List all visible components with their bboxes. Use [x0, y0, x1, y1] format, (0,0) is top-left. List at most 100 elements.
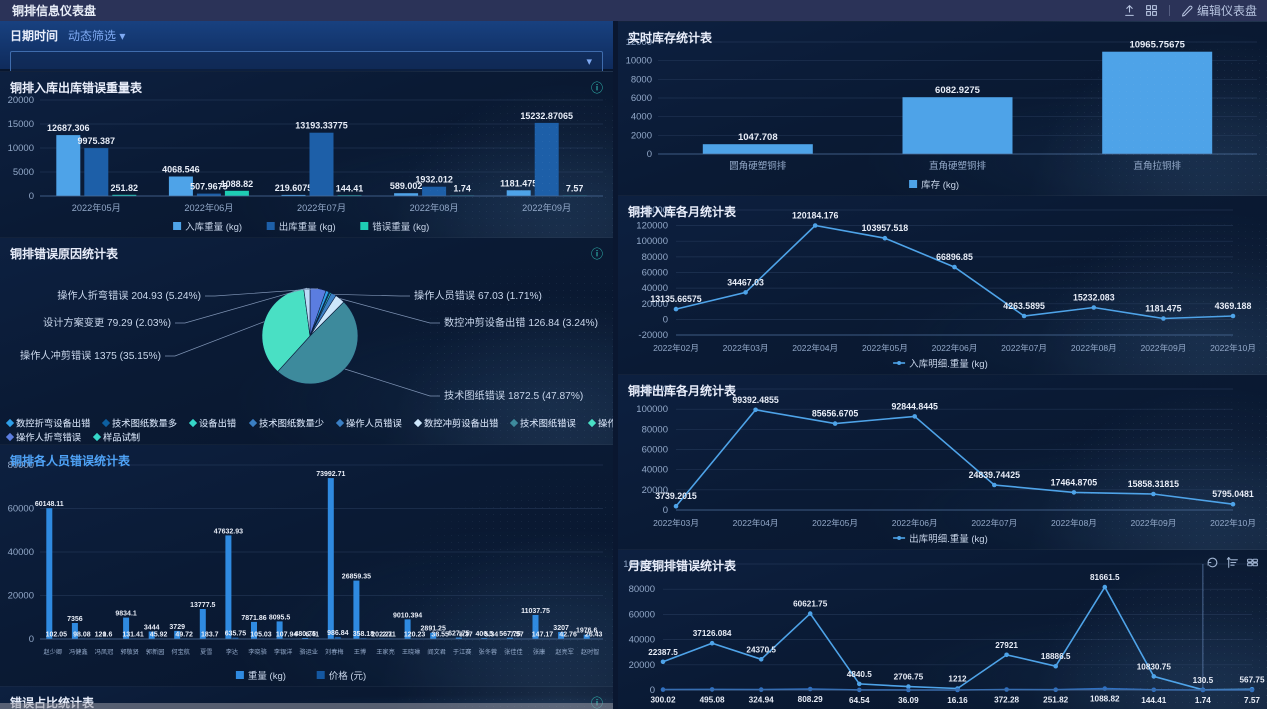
- svg-text:3444: 3444: [144, 625, 160, 632]
- svg-text:34467.03: 34467.03: [727, 277, 764, 287]
- svg-text:100000: 100000: [636, 404, 668, 415]
- svg-text:1.74: 1.74: [453, 184, 471, 194]
- svg-text:130.5: 130.5: [1193, 676, 1214, 685]
- svg-text:技术图纸数量少: 技术图纸数量少: [259, 418, 324, 429]
- svg-text:直角拉铜排: 直角拉铜排: [1133, 160, 1181, 172]
- svg-text:60000: 60000: [642, 445, 668, 456]
- svg-text:9010.394: 9010.394: [393, 612, 422, 619]
- svg-text:2022年09月: 2022年09月: [1140, 342, 1186, 353]
- svg-text:40000: 40000: [642, 465, 668, 476]
- svg-text:李银洋: 李银洋: [274, 648, 293, 656]
- svg-text:操作人折弯错误 204.93 (5.24%): 操作人折弯错误 204.93 (5.24%): [57, 289, 201, 302]
- svg-text:出库重量 (kg): 出库重量 (kg): [279, 221, 336, 233]
- svg-text:105.03: 105.03: [250, 632, 272, 639]
- svg-text:80000: 80000: [642, 252, 668, 263]
- svg-text:2022年07月: 2022年07月: [1001, 342, 1047, 353]
- svg-text:40000: 40000: [8, 547, 34, 558]
- svg-text:1.6: 1.6: [103, 632, 113, 639]
- svg-text:入库明细.重量 (kg): 入库明细.重量 (kg): [909, 358, 988, 370]
- svg-text:0: 0: [29, 634, 34, 645]
- svg-text:库存 (kg): 库存 (kg): [921, 179, 959, 191]
- svg-text:1047.708: 1047.708: [738, 132, 778, 143]
- svg-text:2022年10月: 2022年10月: [1210, 517, 1256, 528]
- svg-text:操作人员错误 67.03 (1.71%): 操作人员错误 67.03 (1.71%): [414, 289, 542, 302]
- svg-text:131.41: 131.41: [122, 632, 144, 639]
- svg-text:7871.86: 7871.86: [241, 615, 266, 622]
- svg-text:64.54: 64.54: [849, 696, 870, 705]
- svg-text:635.75: 635.75: [225, 631, 247, 638]
- svg-text:10000: 10000: [8, 143, 34, 154]
- svg-text:147.17: 147.17: [532, 632, 554, 639]
- svg-text:15232.87065: 15232.87065: [520, 111, 573, 121]
- svg-text:37126.084: 37126.084: [693, 629, 732, 638]
- svg-text:60000: 60000: [642, 268, 668, 279]
- svg-text:18886.5: 18886.5: [1041, 652, 1071, 661]
- svg-text:2022年03月: 2022年03月: [723, 342, 769, 353]
- svg-text:4000: 4000: [631, 112, 652, 123]
- svg-text:1181.475: 1181.475: [500, 178, 537, 188]
- svg-text:操作人折弯错误: 操作人折弯错误: [16, 432, 81, 443]
- svg-text:6000: 6000: [631, 93, 652, 104]
- svg-text:92844.8445: 92844.8445: [891, 401, 938, 411]
- svg-text:2022年05月: 2022年05月: [812, 517, 858, 528]
- svg-text:15858.31815: 15858.31815: [1128, 479, 1179, 489]
- svg-text:2022年04月: 2022年04月: [792, 342, 838, 353]
- svg-text:王晓琳: 王晓琳: [402, 648, 421, 656]
- svg-text:2022年06月: 2022年06月: [932, 342, 978, 353]
- svg-text:2022年05月: 2022年05月: [862, 342, 908, 353]
- svg-text:7356: 7356: [67, 616, 83, 623]
- svg-text:设备出错: 设备出错: [199, 418, 236, 429]
- svg-text:10000: 10000: [626, 56, 652, 67]
- svg-text:98.08: 98.08: [73, 632, 91, 639]
- svg-text:102.05: 102.05: [46, 632, 68, 639]
- svg-text:操作人员错误: 操作人员错误: [346, 418, 402, 429]
- svg-text:81661.5: 81661.5: [1090, 573, 1120, 582]
- svg-text:何宝航: 何宝航: [171, 648, 190, 656]
- svg-text:16.16: 16.16: [947, 696, 968, 705]
- svg-text:张冬蓉: 张冬蓉: [479, 648, 498, 656]
- svg-text:赵亮军: 赵亮军: [555, 648, 574, 656]
- svg-text:郭敬贤: 郭敬贤: [120, 648, 139, 656]
- svg-text:2022年02月: 2022年02月: [653, 342, 699, 353]
- svg-text:4369.188: 4369.188: [1215, 301, 1252, 311]
- svg-text:2022年09月: 2022年09月: [1130, 517, 1176, 528]
- svg-text:183.7: 183.7: [201, 632, 219, 639]
- svg-text:11037.75: 11037.75: [521, 608, 550, 615]
- svg-text:设计方案变更 79.29 (2.03%): 设计方案变更 79.29 (2.03%): [43, 316, 171, 329]
- svg-text:60000: 60000: [629, 609, 655, 620]
- svg-text:入库重量 (kg): 入库重量 (kg): [185, 221, 242, 233]
- svg-text:2022年08月: 2022年08月: [1051, 517, 1097, 528]
- svg-text:2022年04月: 2022年04月: [733, 517, 779, 528]
- svg-text:骆运业: 骆运业: [299, 648, 318, 656]
- svg-text:2022年06月: 2022年06月: [184, 202, 233, 213]
- svg-text:103957.518: 103957.518: [862, 223, 909, 233]
- svg-text:40000: 40000: [629, 635, 655, 646]
- svg-text:张康: 张康: [533, 648, 545, 656]
- svg-text:5000: 5000: [13, 167, 34, 178]
- svg-text:60621.75: 60621.75: [793, 600, 828, 609]
- svg-text:于江赛: 于江赛: [453, 648, 472, 656]
- svg-text:王家亮: 王家亮: [376, 648, 395, 656]
- svg-text:2022年07月: 2022年07月: [971, 517, 1017, 528]
- svg-text:赵少卿: 赵少卿: [44, 648, 63, 656]
- svg-text:27921: 27921: [995, 641, 1018, 650]
- svg-text:45.92: 45.92: [150, 632, 168, 639]
- svg-text:技术图纸错误: 技术图纸错误: [520, 418, 576, 429]
- svg-text:0: 0: [29, 191, 34, 202]
- svg-text:4068.546: 4068.546: [162, 165, 200, 175]
- svg-text:12687.306: 12687.306: [47, 123, 90, 133]
- svg-text:李晓骆: 李晓骆: [248, 648, 267, 656]
- svg-text:9834.1: 9834.1: [115, 611, 137, 618]
- svg-text:2022年09月: 2022年09月: [522, 202, 571, 213]
- svg-text:0: 0: [650, 685, 655, 696]
- svg-text:47632.93: 47632.93: [214, 528, 243, 535]
- svg-text:5.34: 5.34: [484, 632, 498, 639]
- svg-text:0: 0: [663, 505, 668, 516]
- svg-text:8.37: 8.37: [459, 632, 473, 639]
- svg-text:1181.475: 1181.475: [1145, 304, 1181, 314]
- svg-text:数控冲剪设备出错 126.84 (3.24%): 数控冲剪设备出错 126.84 (3.24%): [444, 316, 598, 329]
- svg-text:36.09: 36.09: [898, 696, 919, 705]
- svg-text:3739.2015: 3739.2015: [655, 491, 697, 501]
- svg-text:8000: 8000: [631, 74, 652, 85]
- svg-text:2022年08月: 2022年08月: [410, 202, 459, 213]
